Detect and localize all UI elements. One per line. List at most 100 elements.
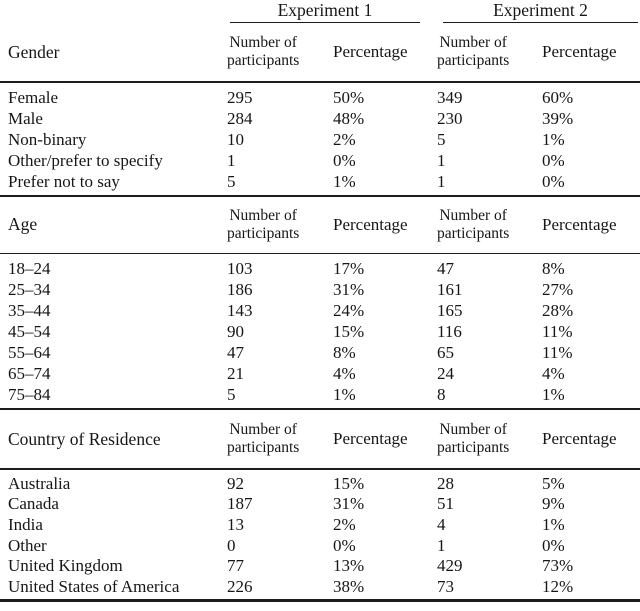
col-header-line2: participants xyxy=(227,439,300,457)
exp2-percentage: 1% xyxy=(542,515,565,535)
col-header-number-of-participants: Number of participants xyxy=(227,34,299,70)
table-row: Canada 187 31% 51 9% xyxy=(0,494,640,515)
exp1-percentage: 2% xyxy=(333,129,356,149)
exp2-count: 65 xyxy=(437,343,454,363)
col-header-number-of-participants: Number of participants xyxy=(227,421,299,457)
exp2-count-header-cell: Number of participants xyxy=(437,207,542,243)
table-row: Prefer not to say 5 1% 1 0% xyxy=(0,171,640,192)
exp2-percentage: 11% xyxy=(542,343,573,363)
row-label: Canada xyxy=(8,494,59,514)
col-header-line1: Number of xyxy=(229,421,297,439)
section-title-age: Age xyxy=(8,214,38,235)
row-label: United States of America xyxy=(8,576,180,596)
table-row: 75–84 5 1% 8 1% xyxy=(0,384,640,405)
exp1-percentage: 31% xyxy=(333,494,365,514)
exp2-percentage: 9% xyxy=(542,494,565,514)
exp2-percentage: 5% xyxy=(542,473,565,493)
exp2-percentage: 28% xyxy=(542,301,574,321)
exp2-percentage: 27% xyxy=(542,280,574,300)
row-label: 55–64 xyxy=(8,343,51,363)
exp2-percentage: 11% xyxy=(542,322,573,342)
exp2-count-header-cell: Number of participants xyxy=(437,34,542,70)
table-row: United States of America 226 38% 73 12% xyxy=(0,577,640,598)
rule-age-country-separator xyxy=(0,408,640,411)
exp2-count: 230 xyxy=(437,108,463,128)
exp1-count: 90 xyxy=(227,322,244,342)
exp1-percentage: 0% xyxy=(333,535,356,555)
col-header-line1: Number of xyxy=(439,34,507,51)
exp1-count-header-cell: Number of participants xyxy=(227,207,333,243)
col-header-percentage: Percentage xyxy=(542,214,617,234)
row-label: Male xyxy=(8,108,43,128)
table-row: Non-binary 10 2% 5 1% xyxy=(0,129,640,150)
exp2-count: 1 xyxy=(437,150,446,170)
exp1-percentage: 17% xyxy=(333,259,365,279)
row-label: 25–34 xyxy=(8,280,51,300)
exp1-percentage: 13% xyxy=(333,556,365,576)
exp1-count: 21 xyxy=(227,364,244,384)
row-label: 45–54 xyxy=(8,322,51,342)
exp1-percentage: 1% xyxy=(333,385,356,405)
age-rows: 18–24 103 17% 47 8% 25–34 186 31% 161 27… xyxy=(0,254,640,408)
exp2-percentage: 0% xyxy=(542,150,565,170)
col-header-line1: Number of xyxy=(229,206,297,224)
age-header-row: Age Number of participants Percentage Nu… xyxy=(0,197,640,253)
exp2-percentage: 4% xyxy=(542,364,565,384)
exp1-percentage: 1% xyxy=(333,171,356,191)
row-label: 75–84 xyxy=(8,385,51,405)
table-row: 25–34 186 31% 161 27% xyxy=(0,279,640,300)
col-header-line1: Number of xyxy=(439,206,507,224)
col-header-percentage: Percentage xyxy=(542,42,617,61)
table-row: Male 284 48% 230 39% xyxy=(0,108,640,129)
col-header-number-of-participants: Number of participants xyxy=(437,421,509,457)
exp1-percentage: 2% xyxy=(333,515,356,535)
exp2-percentage: 8% xyxy=(542,259,565,279)
gender-header-row: Gender Number of participants Percentage… xyxy=(0,23,640,81)
exp2-count: 73 xyxy=(437,576,454,596)
table-row: 55–64 47 8% 65 11% xyxy=(0,342,640,363)
experiment-1-header: Experiment 1 xyxy=(230,0,420,23)
rule-below-country-header xyxy=(0,468,640,470)
gender-rows: Female 295 50% 349 60% Male 284 48% 230 … xyxy=(0,83,640,195)
table-row: India 13 2% 4 1% xyxy=(0,515,640,536)
exp2-count: 28 xyxy=(437,473,454,493)
table-row: United Kingdom 77 13% 429 73% xyxy=(0,556,640,577)
exp1-count: 186 xyxy=(227,280,253,300)
exp2-count: 1 xyxy=(437,535,446,555)
col-header-line2: participants xyxy=(227,52,300,69)
exp1-count: 0 xyxy=(227,535,236,555)
exp1-count-header-cell: Number of participants xyxy=(227,34,333,70)
exp1-count: 284 xyxy=(227,108,253,128)
exp1-count: 1 xyxy=(227,150,236,170)
exp2-percentage: 60% xyxy=(542,87,574,107)
experiment-2-header: Experiment 2 xyxy=(443,0,638,23)
col-header-number-of-participants: Number of participants xyxy=(227,207,299,243)
exp2-percentage: 1% xyxy=(542,385,565,405)
exp1-count: 13 xyxy=(227,515,244,535)
col-header-line2: participants xyxy=(437,224,510,242)
exp1-count: 187 xyxy=(227,494,253,514)
exp2-count: 161 xyxy=(437,280,463,300)
col-header-percentage: Percentage xyxy=(333,42,408,61)
col-header-percentage: Percentage xyxy=(333,214,408,234)
exp1-count: 143 xyxy=(227,301,253,321)
exp1-count: 103 xyxy=(227,259,253,279)
exp1-count: 295 xyxy=(227,87,253,107)
col-header-number-of-participants: Number of participants xyxy=(437,34,509,70)
col-header-percentage: Percentage xyxy=(333,429,408,449)
rule-gender-age-separator xyxy=(0,194,640,197)
exp2-percentage: 12% xyxy=(542,576,574,596)
exp1-percentage: 15% xyxy=(333,473,365,493)
exp2-percentage: 1% xyxy=(542,129,565,149)
exp1-count: 226 xyxy=(227,576,253,596)
exp1-percentage: 8% xyxy=(333,343,356,363)
rule-table-bottom xyxy=(0,599,640,602)
exp1-count-header-cell: Number of participants xyxy=(227,421,333,457)
exp2-count: 47 xyxy=(437,259,454,279)
exp2-count: 4 xyxy=(437,515,446,535)
exp1-percentage: 31% xyxy=(333,280,365,300)
row-label: India xyxy=(8,515,43,535)
row-label: Other xyxy=(8,535,47,555)
rule-below-gender-header xyxy=(0,81,640,83)
exp1-count: 47 xyxy=(227,343,244,363)
